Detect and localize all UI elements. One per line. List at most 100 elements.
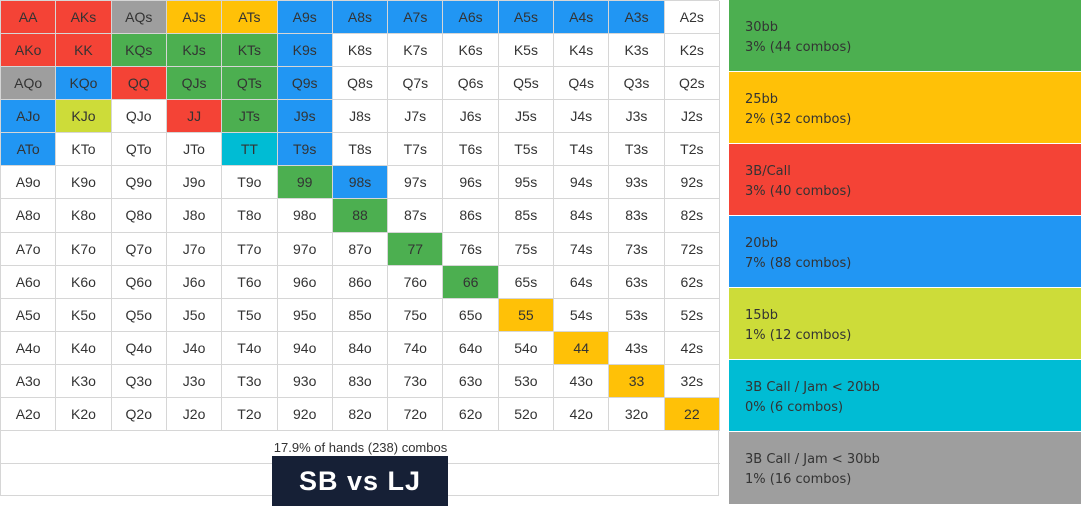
hand-cell-92s: 92s: [664, 166, 720, 200]
hand-cell-T5s: T5s: [498, 133, 555, 167]
hand-cell-T7s: T7s: [388, 133, 444, 167]
hand-cell-K5s: K5s: [498, 34, 555, 68]
hand-cell-K8s: K8s: [332, 34, 389, 68]
hand-cell-53o: 53o: [498, 364, 555, 398]
hand-cell-Q8o: Q8o: [111, 199, 167, 233]
hand-cell-A7o: A7o: [1, 232, 57, 266]
hand-cell-94o: 94o: [277, 331, 333, 365]
hand-cell-53s: 53s: [609, 298, 665, 332]
hand-cell-62s: 62s: [664, 265, 720, 299]
hand-cell-43s: 43s: [609, 331, 665, 365]
hand-cell-QTs: QTs: [222, 67, 278, 101]
hand-cell-K4o: K4o: [56, 331, 112, 365]
legend-stat: 0% (6 combos): [745, 400, 844, 415]
hand-cell-94s: 94s: [554, 166, 610, 200]
hand-cell-K9s: K9s: [277, 34, 333, 68]
hand-cell-KJs: KJs: [166, 34, 223, 68]
hand-cell-96s: 96s: [443, 166, 499, 200]
hand-cell-83s: 83s: [609, 199, 665, 233]
legend-item: 15bb 1% (12 combos): [729, 288, 1081, 359]
hand-cell-AJo: AJo: [1, 100, 57, 134]
hand-cell-62o: 62o: [443, 397, 499, 431]
hand-cell-76o: 76o: [388, 265, 444, 299]
hand-cell-KQo: KQo: [56, 67, 112, 101]
hand-cell-64o: 64o: [443, 331, 499, 365]
hand-cell-AKo: AKo: [1, 34, 57, 68]
hand-cell-97s: 97s: [388, 166, 444, 200]
hand-cell-J9s: J9s: [277, 100, 333, 134]
hand-cell-33: 33: [609, 364, 665, 398]
hand-cell-T6s: T6s: [443, 133, 499, 167]
hand-cell-92o: 92o: [277, 397, 333, 431]
hand-cell-72o: 72o: [388, 397, 444, 431]
hand-cell-Q2o: Q2o: [111, 397, 167, 431]
hand-cell-JTo: JTo: [166, 133, 223, 167]
hand-cell-QTo: QTo: [111, 133, 167, 167]
legend-stat: 3% (40 combos): [745, 184, 852, 199]
legend-label: 3B Call / Jam < 20bb: [745, 380, 880, 395]
hand-range-grid: AA AKs AQs AJs ATs A9s A8s A7s A6s A5s A4s A3s A2s AK…: [0, 0, 720, 496]
legend-label: 25bb: [745, 92, 779, 107]
hand-cell-74s: 74s: [554, 232, 610, 266]
hand-cell-83o: 83o: [332, 364, 389, 398]
hand-cell-QJs: QJs: [166, 67, 223, 101]
hand-cell-T8s: T8s: [332, 133, 389, 167]
hand-cell-K7s: K7s: [388, 34, 444, 68]
hand-cell-T5o: T5o: [222, 298, 278, 332]
hand-cell-A8s: A8s: [332, 1, 389, 35]
hand-cell-63s: 63s: [609, 265, 665, 299]
hand-cell-A3o: A3o: [1, 364, 57, 398]
hand-cell-K7o: K7o: [56, 232, 112, 266]
hand-cell-A9s: A9s: [277, 1, 333, 35]
chart-title: SB vs LJ: [272, 456, 448, 506]
hand-cell-J7o: J7o: [166, 232, 223, 266]
hand-cell-75s: 75s: [498, 232, 555, 266]
legend-stat: 1% (16 combos): [745, 472, 852, 487]
hand-cell-J2o: J2o: [166, 397, 223, 431]
hand-cell-52o: 52o: [498, 397, 555, 431]
hand-cell-98o: 98o: [277, 199, 333, 233]
hand-cell-98s: 98s: [332, 166, 389, 200]
hand-cell-75o: 75o: [388, 298, 444, 332]
hand-cell-A5s: A5s: [498, 1, 555, 35]
hand-cell-J6o: J6o: [166, 265, 223, 299]
hand-cell-A6o: A6o: [1, 265, 57, 299]
hand-cell-84s: 84s: [554, 199, 610, 233]
hand-cell-T3o: T3o: [222, 364, 278, 398]
hand-cell-96o: 96o: [277, 265, 333, 299]
hand-cell-K3s: K3s: [609, 34, 665, 68]
hand-cell-J3o: J3o: [166, 364, 223, 398]
legend-item: 30bb 3% (44 combos): [729, 0, 1081, 71]
hand-cell-KK: KK: [56, 34, 112, 68]
hand-cell-T4o: T4o: [222, 331, 278, 365]
hand-cell-Q7o: Q7o: [111, 232, 167, 266]
hand-cell-65o: 65o: [443, 298, 499, 332]
hand-cell-A4o: A4o: [1, 331, 57, 365]
hand-cell-55: 55: [498, 298, 555, 332]
hand-cell-95o: 95o: [277, 298, 333, 332]
hand-cell-KTo: KTo: [56, 133, 112, 167]
hand-cell-K6o: K6o: [56, 265, 112, 299]
hand-cell-88: 88: [332, 199, 389, 233]
hand-cell-Q4o: Q4o: [111, 331, 167, 365]
hand-cell-52s: 52s: [664, 298, 720, 332]
hand-cell-K9o: K9o: [56, 166, 112, 200]
hand-cell-JTs: JTs: [222, 100, 278, 134]
hand-cell-KQs: KQs: [111, 34, 167, 68]
hand-cell-Q4s: Q4s: [554, 67, 610, 101]
hand-cell-J3s: J3s: [609, 100, 665, 134]
hand-cell-QQ: QQ: [111, 67, 167, 101]
hand-cell-84o: 84o: [332, 331, 389, 365]
hand-cell-73o: 73o: [388, 364, 444, 398]
hand-cell-T6o: T6o: [222, 265, 278, 299]
hand-cell-66: 66: [443, 265, 499, 299]
hand-cell-T8o: T8o: [222, 199, 278, 233]
hand-cell-86s: 86s: [443, 199, 499, 233]
hand-cell-Q8s: Q8s: [332, 67, 389, 101]
legend-label: 15bb: [745, 308, 779, 323]
hand-cell-T9o: T9o: [222, 166, 278, 200]
hand-cell-AA: AA: [1, 1, 57, 35]
hand-cell-J5s: J5s: [498, 100, 555, 134]
hand-cell-93o: 93o: [277, 364, 333, 398]
hand-cell-A6s: A6s: [443, 1, 499, 35]
